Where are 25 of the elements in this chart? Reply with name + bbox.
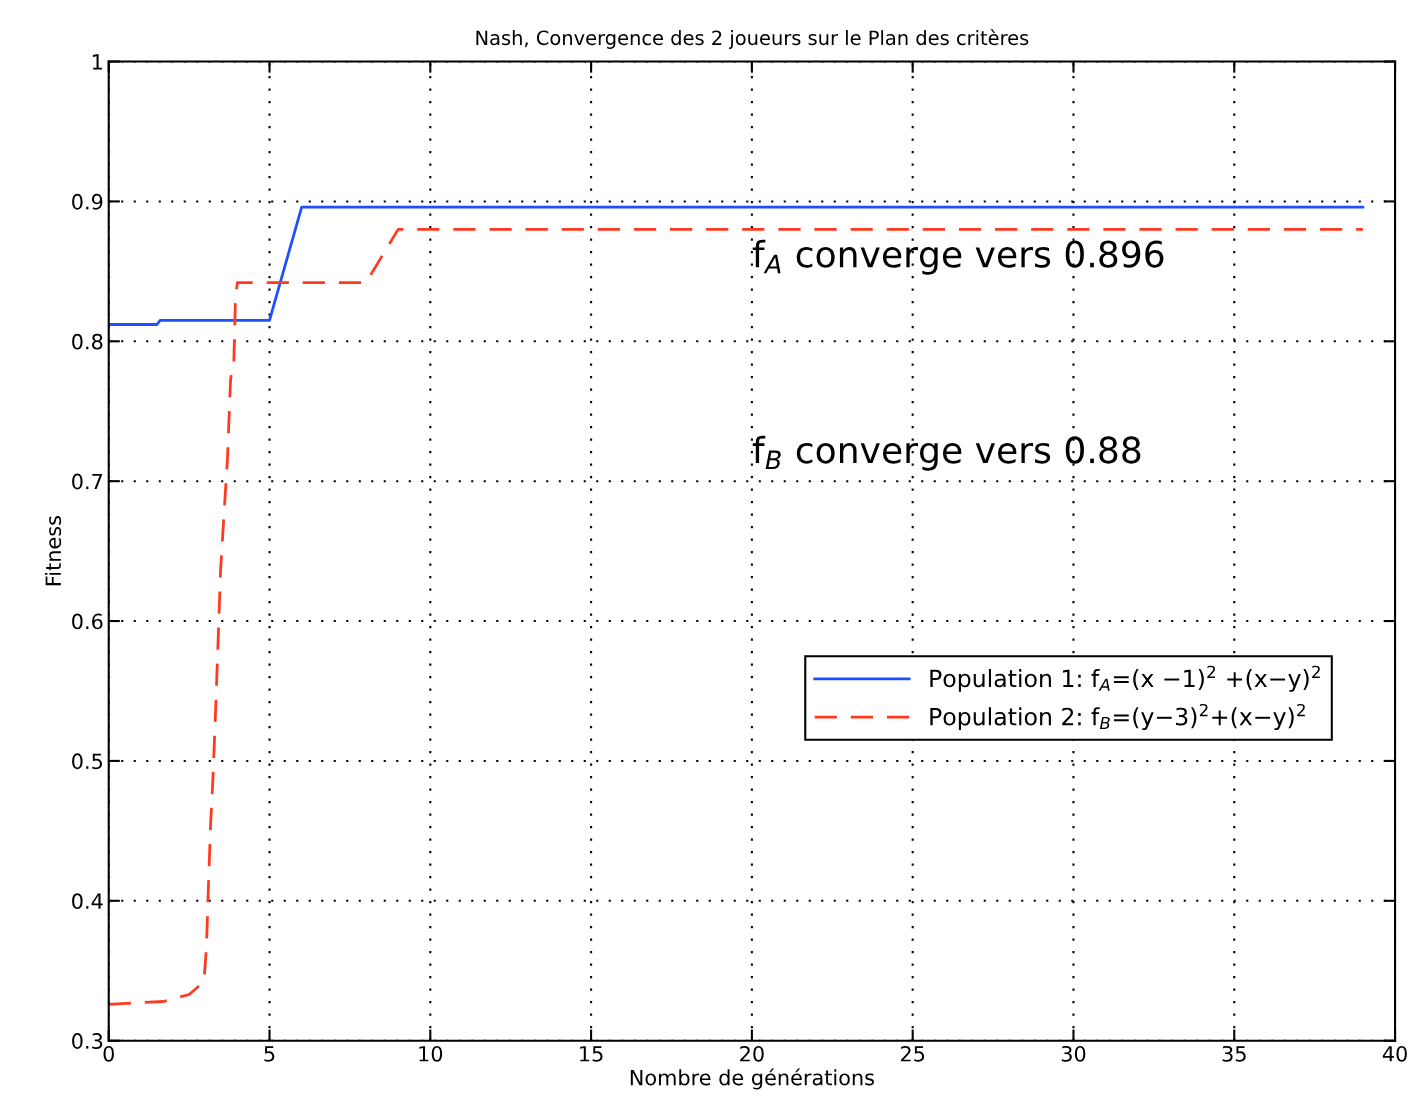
y-tick-label: 0.7 xyxy=(72,473,103,490)
y-tick-label: 0.9 xyxy=(72,193,103,210)
x-tick-label: 5 xyxy=(264,1046,275,1062)
annotation: f$_{B}$ converge vers 0.88 xyxy=(752,435,1141,471)
legend-label: Population 2: f$_{B}$=(y−3)$^{2}$+(x−y)$^{2}$ xyxy=(930,703,1305,731)
x-tick-label: 40 xyxy=(1382,1045,1407,1062)
x-tick-label: 30 xyxy=(1061,1045,1086,1062)
annotation: f$_{A}$ converge vers 0.896 xyxy=(752,239,1164,275)
y-tick-label: 0.5 xyxy=(72,753,103,770)
x-tick-label: 0 xyxy=(103,1045,114,1062)
x-axis-title: Nombre de générations xyxy=(630,1068,874,1090)
legend-label: Population 1: f$_{A}$=(x −1)$^{2}$ +(x−y)$^{2}$ xyxy=(930,665,1320,692)
x-tick-label: 15 xyxy=(580,1046,603,1062)
y-tick-label: 0.8 xyxy=(72,333,103,350)
x-tick-label: 20 xyxy=(740,1045,764,1062)
x-tick-label: 25 xyxy=(900,1045,925,1062)
y-tick-label: 0.6 xyxy=(72,613,103,630)
x-tick-label: 10 xyxy=(419,1045,443,1062)
line-series xyxy=(108,228,1365,1006)
chart-title: Nash, Convergence des 2 joueurs sur le Plan des critères xyxy=(476,29,1029,49)
y-axis-title: Fitness xyxy=(45,516,62,586)
y-tick-label: 0.3 xyxy=(72,1033,103,1049)
y-tick-label: 0.4 xyxy=(72,893,103,910)
y-tick-label: 1 xyxy=(92,54,102,70)
x-tick-label: 35 xyxy=(1222,1045,1246,1062)
